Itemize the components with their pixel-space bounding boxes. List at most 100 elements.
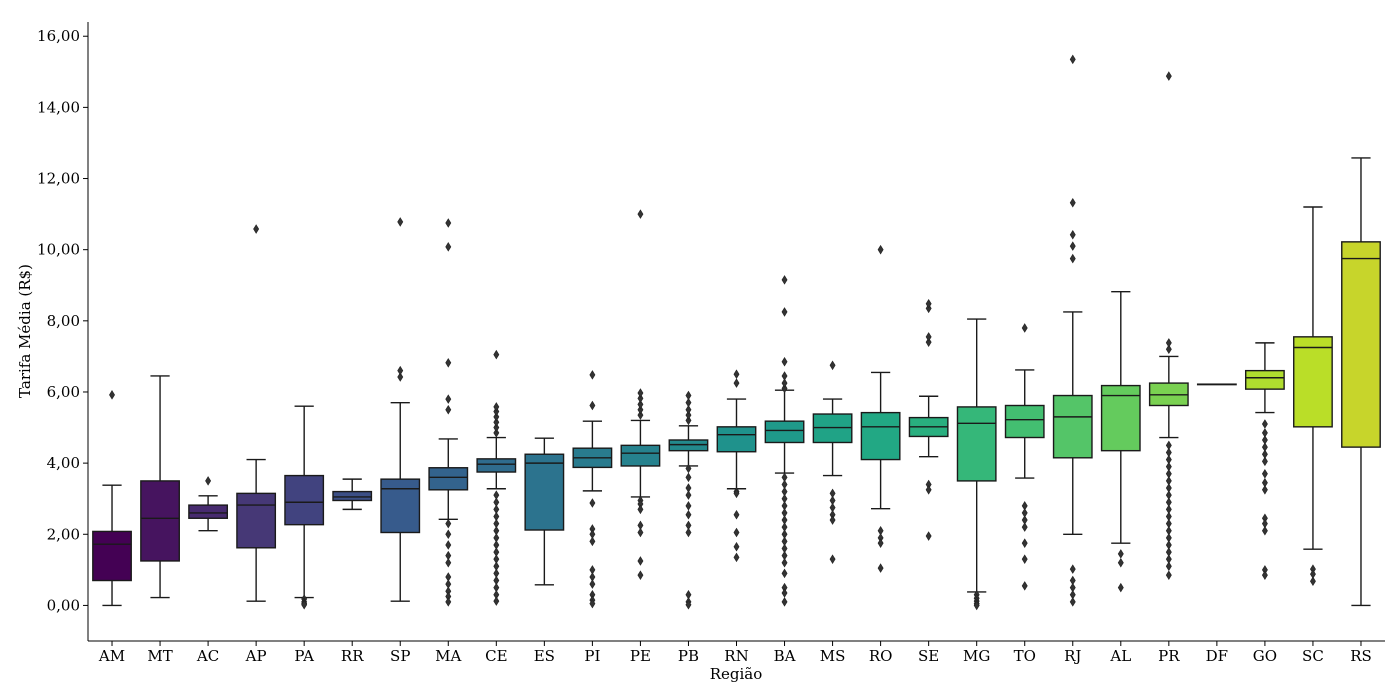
outlier-point: [445, 404, 452, 415]
y-tick-label: 6,00: [47, 383, 80, 401]
outlier-point: [589, 498, 596, 508]
y-tick-label: 12,00: [37, 170, 80, 188]
outlier-point: [493, 596, 500, 606]
box-ce: [476, 349, 517, 606]
box-ro: [860, 244, 901, 573]
box-iqr: [428, 467, 469, 491]
outlier-point: [1261, 419, 1268, 429]
y-tick-label: 14,00: [37, 98, 80, 116]
box-iqr: [620, 444, 661, 467]
box-iqr: [1293, 336, 1333, 428]
box-go: [1244, 342, 1285, 580]
box-rj: [1052, 54, 1093, 607]
outlier-point: [1069, 229, 1076, 240]
outlier-point: [637, 556, 644, 566]
box-iqr: [668, 439, 709, 452]
outlier-point: [781, 275, 788, 285]
outlier-point: [1261, 525, 1268, 536]
outlier-point: [733, 378, 740, 388]
x-tick-label: DF: [1206, 647, 1228, 665]
outlier-point: [301, 599, 308, 610]
box-rs: [1341, 157, 1381, 607]
outlier-point: [781, 378, 788, 388]
x-tick-label: MG: [963, 647, 990, 665]
x-tick-label: ES: [534, 647, 555, 665]
box-sp: [380, 217, 421, 602]
outlier-point: [781, 307, 788, 317]
outlier-point: [589, 598, 596, 609]
x-tick-label: SE: [918, 647, 939, 665]
outlier-point: [877, 244, 884, 255]
x-tick-label: PI: [584, 647, 600, 665]
outlier-point: [445, 557, 452, 568]
box-iqr: [92, 530, 132, 582]
box-sc: [1293, 206, 1333, 587]
box-iqr: [524, 453, 565, 531]
outlier-point: [685, 404, 692, 415]
box-ms: [812, 360, 853, 564]
outlier-point: [445, 242, 452, 252]
outlier-point: [1165, 338, 1172, 348]
x-tick-label: SC: [1302, 647, 1324, 665]
outlier-point: [493, 402, 500, 412]
outlier-point: [1069, 197, 1076, 208]
outlier-point: [109, 390, 115, 400]
outlier-point: [1117, 549, 1124, 559]
x-tick-label: PB: [678, 647, 699, 665]
outlier-point: [637, 399, 644, 410]
x-tick-label: RN: [724, 647, 748, 665]
x-tick-label: PE: [630, 647, 651, 665]
outlier-point: [589, 400, 596, 411]
outlier-point: [637, 388, 644, 398]
outlier-point: [1261, 570, 1268, 580]
outlier-point: [205, 476, 212, 486]
y-axis-ticks: 0,00 2,00 4,00 6,00 8,00 10,00 12,00 14,00 16,00: [37, 27, 88, 614]
x-tick-label: BA: [774, 647, 796, 665]
y-tick-label: 10,00: [37, 241, 80, 259]
box-pi: [572, 370, 613, 609]
box-iqr: [764, 420, 805, 444]
outlier-point: [781, 597, 788, 607]
x-axis-ticks: AM MT AC AP PA RR SP MA CE ES PI PE PB RN BA MS RO SE MG TO…: [98, 641, 1372, 665]
box-iqr: [380, 478, 421, 534]
outlier-point: [877, 563, 884, 573]
outlier-point: [637, 527, 644, 538]
box-iqr: [140, 480, 180, 562]
box-pb: [668, 390, 709, 610]
box-iqr: [476, 458, 517, 473]
y-axis-title: Tarifa Média (R$): [16, 264, 34, 398]
outlier-point: [445, 358, 452, 368]
outlier-point: [493, 422, 500, 433]
outlier-point: [733, 369, 740, 379]
outlier-point: [637, 209, 644, 219]
x-tick-label: RR: [341, 647, 364, 665]
box-pe: [620, 209, 661, 580]
x-tick-label: RS: [1350, 647, 1372, 665]
x-tick-label: PR: [1158, 647, 1180, 665]
box-df: [1196, 383, 1237, 386]
box-pr: [1148, 71, 1189, 580]
outlier-point: [1117, 582, 1124, 593]
x-tick-label: AM: [98, 647, 125, 665]
y-tick-label: 16,00: [37, 27, 80, 45]
outlier-point: [685, 490, 692, 500]
outlier-point: [733, 509, 740, 520]
box-es: [524, 437, 565, 586]
outlier-point: [445, 218, 452, 228]
outlier-point: [445, 540, 452, 550]
outlier-point: [1261, 485, 1268, 495]
outlier-point: [1165, 561, 1172, 572]
outlier-point: [1021, 554, 1028, 564]
y-tick-label: 2,00: [47, 525, 80, 543]
outlier-point: [685, 410, 692, 420]
box-iqr: [188, 504, 229, 519]
outlier-point: [685, 599, 692, 610]
x-tick-label: SP: [390, 647, 410, 665]
outlier-point: [1021, 522, 1028, 532]
outlier-point: [637, 404, 644, 415]
outlier-point: [445, 529, 452, 540]
outlier-point: [589, 579, 596, 589]
box-iqr: [1004, 404, 1045, 439]
outlier-point: [1069, 253, 1076, 264]
box-iqr: [284, 474, 325, 526]
